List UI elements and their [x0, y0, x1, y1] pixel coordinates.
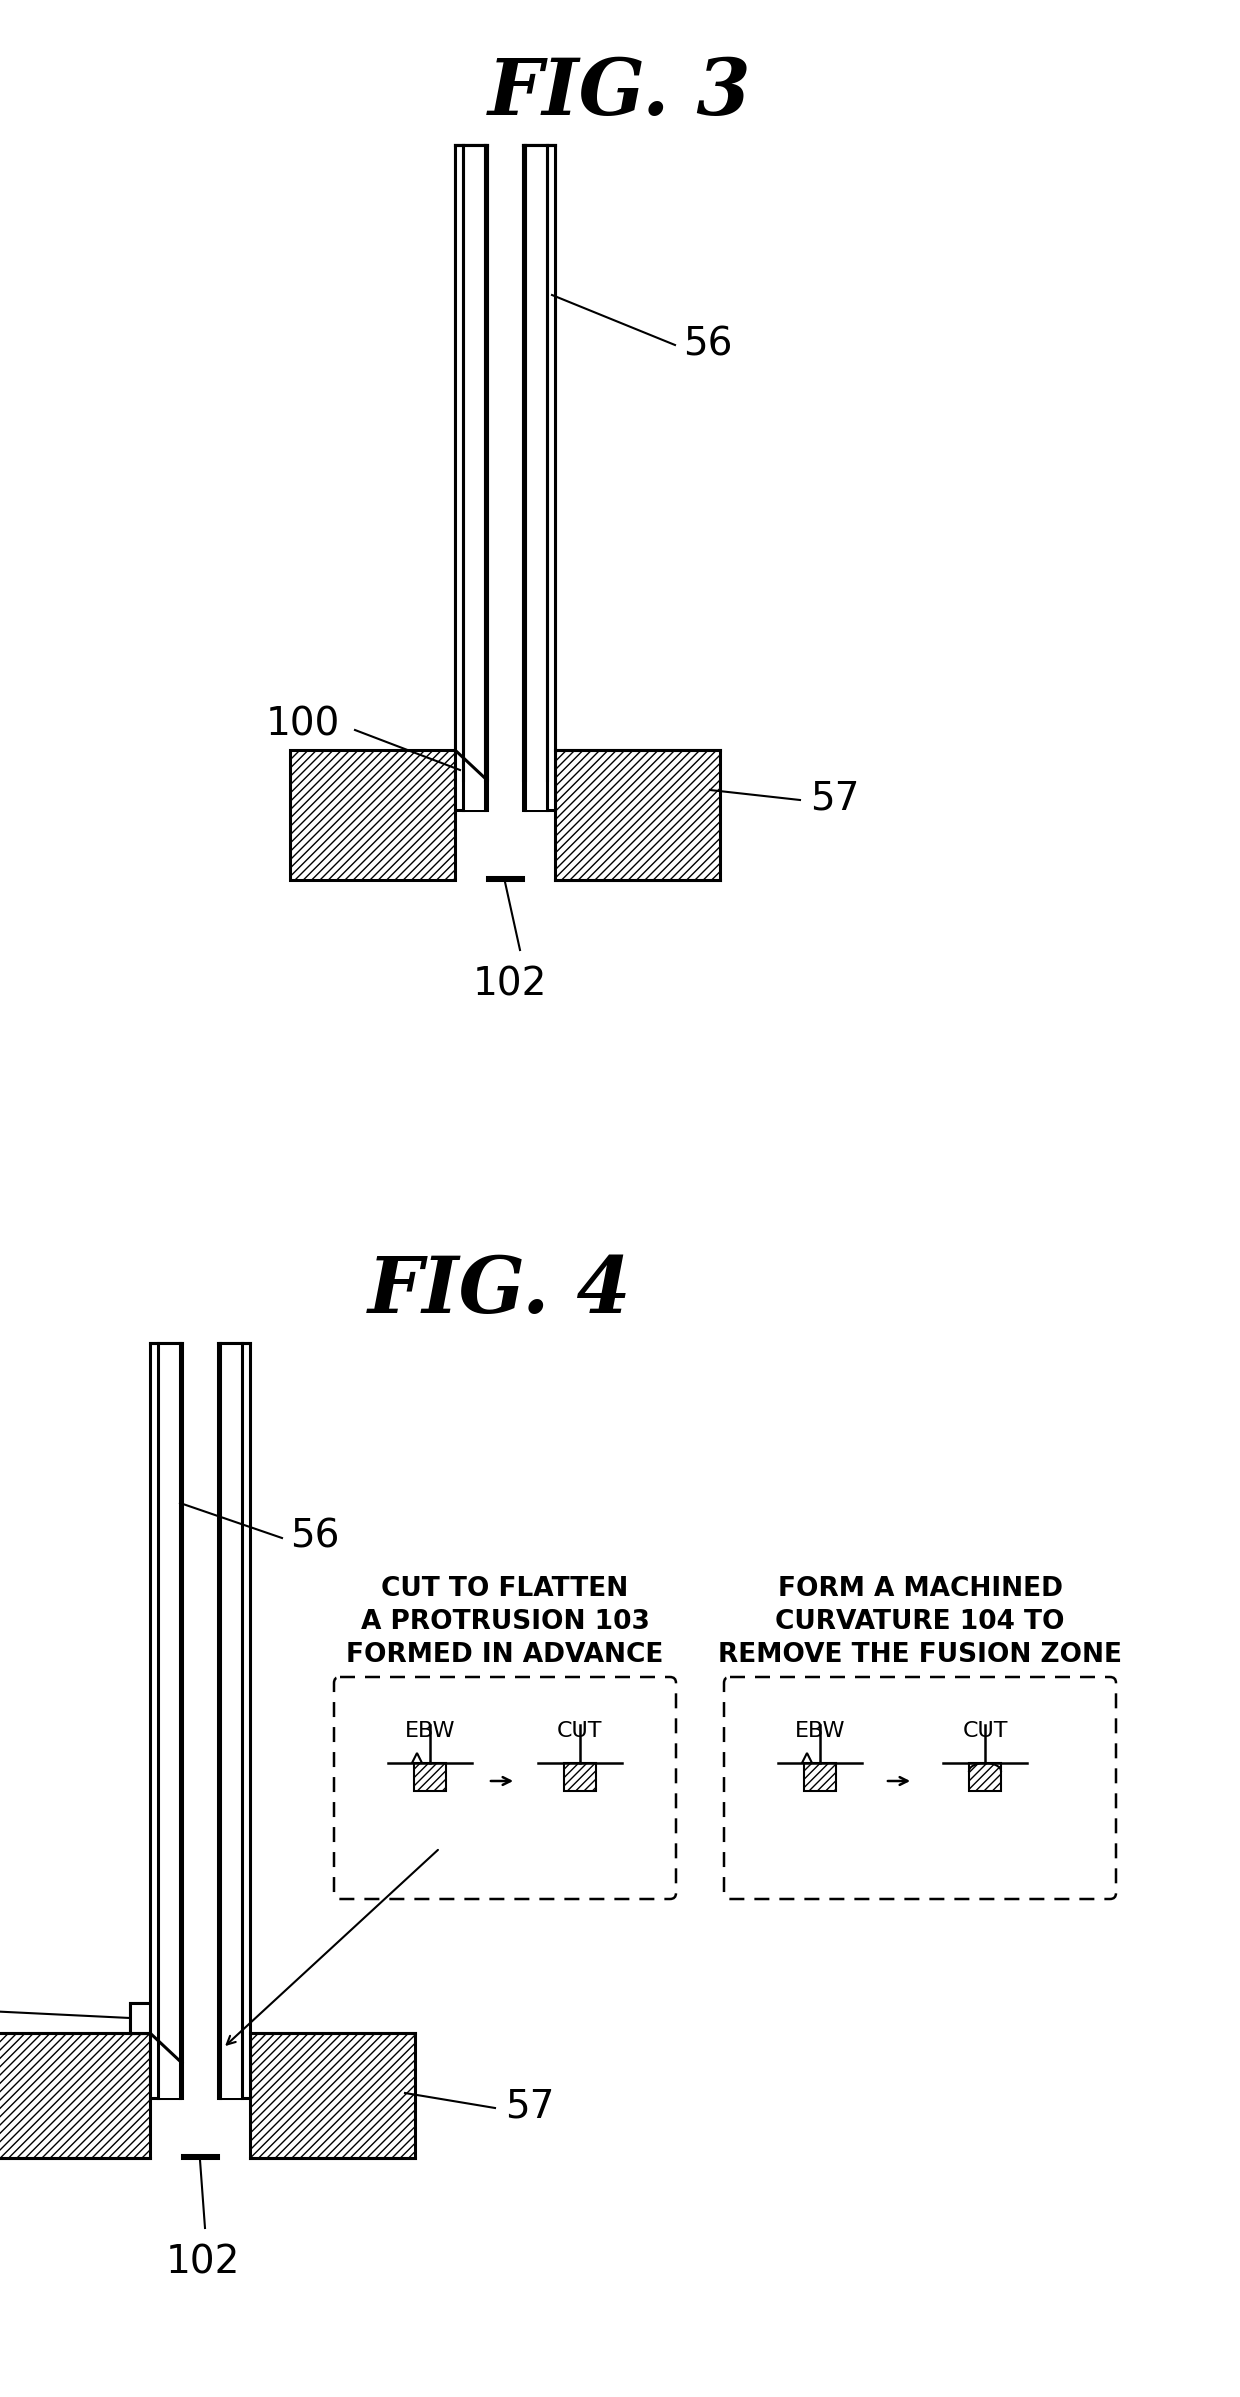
- Bar: [414, 1764, 446, 1791]
- Bar: [525, 144, 547, 779]
- Text: FIG. 3: FIG. 3: [489, 55, 751, 132]
- Text: CUT TO FLATTEN
A PROTRUSION 103
FORMED IN ADVANCE: CUT TO FLATTEN A PROTRUSION 103 FORMED I…: [346, 1575, 663, 1668]
- Bar: [130, 2004, 153, 2033]
- FancyBboxPatch shape: [724, 1678, 1116, 1898]
- Bar: [250, 2033, 415, 2157]
- Bar: [455, 144, 487, 779]
- Bar: [463, 144, 485, 779]
- Text: EBW: EBW: [795, 1721, 846, 1740]
- Text: 56: 56: [290, 1517, 340, 1556]
- Bar: [463, 144, 485, 810]
- Bar: [219, 1342, 242, 2097]
- Bar: [130, 2004, 153, 2033]
- Text: FORM A MACHINED
CURVATURE 104 TO
REMOVE THE FUSION ZONE: FORM A MACHINED CURVATURE 104 TO REMOVE …: [718, 1575, 1122, 1668]
- Bar: [290, 750, 455, 880]
- Bar: [804, 1764, 836, 1791]
- Bar: [525, 144, 547, 810]
- Bar: [0, 2033, 150, 2157]
- Text: 57: 57: [505, 2088, 554, 2126]
- Text: 100: 100: [265, 707, 340, 743]
- Bar: [218, 1342, 250, 2097]
- Polygon shape: [802, 1752, 812, 1764]
- Bar: [455, 144, 487, 810]
- Text: EBW: EBW: [404, 1721, 455, 1740]
- Text: FIG. 4: FIG. 4: [368, 1254, 632, 1330]
- Bar: [523, 144, 556, 810]
- Text: CUT: CUT: [962, 1721, 1008, 1740]
- Text: 102: 102: [472, 966, 547, 1002]
- Polygon shape: [968, 1764, 1001, 1791]
- Text: CUT: CUT: [557, 1721, 603, 1740]
- Text: 57: 57: [810, 779, 859, 817]
- FancyBboxPatch shape: [334, 1678, 676, 1898]
- Bar: [523, 144, 556, 779]
- Text: 56: 56: [683, 326, 733, 364]
- Bar: [556, 750, 720, 880]
- Bar: [150, 1342, 182, 2097]
- Bar: [157, 1342, 180, 2097]
- Text: 102: 102: [166, 2244, 241, 2282]
- Bar: [564, 1764, 596, 1791]
- Polygon shape: [412, 1752, 422, 1764]
